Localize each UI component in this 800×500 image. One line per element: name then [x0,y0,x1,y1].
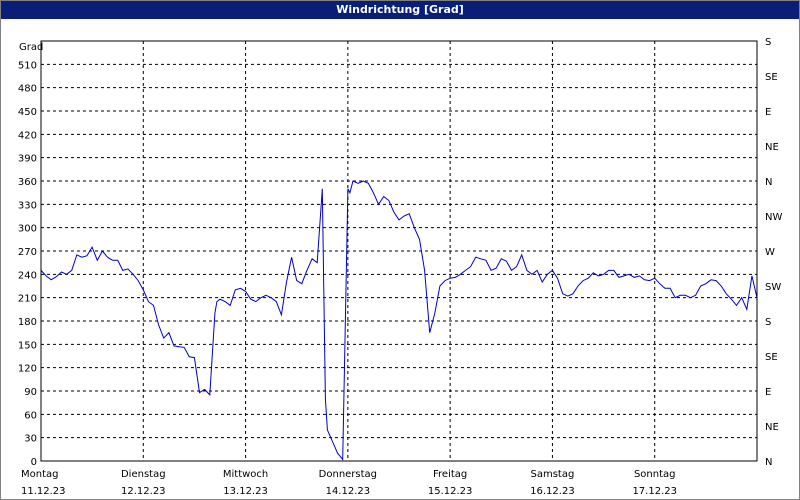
x-day-label: Dienstag [121,469,166,480]
right-axis-label: S [765,37,771,48]
y-tick-label: 450 [18,107,37,118]
right-axis-label: NW [765,212,782,223]
right-axis-label: NE [765,422,779,433]
x-date-label: 11.12.23 [21,486,66,497]
y-tick-label: 360 [18,177,37,188]
x-date-label: 16.12.23 [530,486,575,497]
right-axis-label: NE [765,142,779,153]
right-axis-label: W [765,247,775,258]
y-tick-label: 390 [18,154,37,165]
x-date-label: 15.12.23 [428,486,473,497]
right-axis-label: SE [765,352,778,363]
series-group [40,180,758,461]
right-axis-label: E [765,387,771,398]
y-tick-label: 240 [18,270,37,281]
y-axis-title: Grad [19,42,43,53]
right-axis-label: E [765,107,771,118]
right-axis-label: SE [765,72,778,83]
y-tick-label: 60 [24,410,37,421]
axis-labels: Grad 0 30 60 90 120 150 180 210 240 270 300 330 360 3… [18,37,783,497]
x-date-label: 13.12.23 [223,486,268,497]
y-tick-label: 150 [18,340,37,351]
y-tick-label: 210 [18,294,37,305]
series-line-0 [40,180,758,461]
right-axis-label: SW [765,282,781,293]
x-date-label: 17.12.23 [632,486,677,497]
y-tick-label: 120 [18,364,37,375]
right-axis-label: S [765,317,771,328]
y-tick-label: 0 [31,457,37,468]
chart-title: Windrichtung [Grad] [1,1,799,19]
x-day-label: Donnerstag [319,469,377,480]
x-day-label: Sonntag [634,469,676,480]
grid-lines [41,41,757,461]
y-tick-label: 330 [18,200,37,211]
y-tick-label: 270 [18,247,37,258]
y-tick-label: 90 [24,387,37,398]
y-tick-label: 180 [18,317,37,328]
x-day-label: Freitag [433,469,467,480]
plot-area-border [40,40,758,462]
y-tick-label: 510 [18,60,37,71]
y-tick-label: 30 [24,434,37,445]
right-axis-label: N [765,177,772,188]
y-tick-label: 420 [18,130,37,141]
x-day-label: Montag [21,469,58,480]
x-date-label: 14.12.23 [326,486,371,497]
right-axis-label: N [765,457,772,468]
x-day-label: Mittwoch [223,469,268,480]
y-tick-label: 480 [18,84,37,95]
x-date-label: 12.12.23 [121,486,166,497]
y-tick-label: 300 [18,224,37,235]
x-day-label: Samstag [531,469,575,480]
